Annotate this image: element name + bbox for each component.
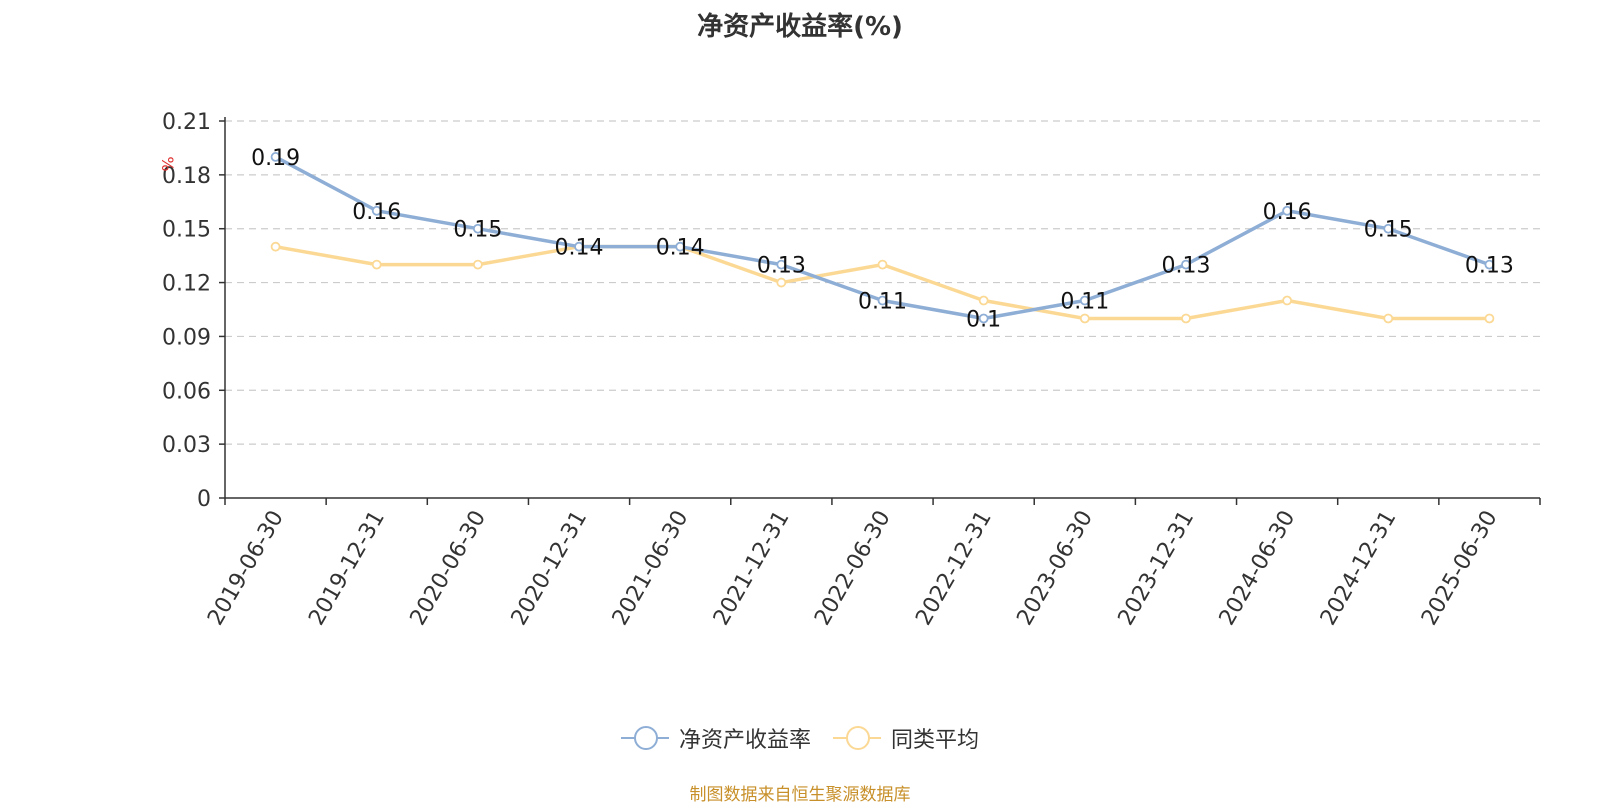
data-point-peer-average — [1282, 295, 1293, 306]
data-source-note: 制图数据来自恒生聚源数据库 — [689, 785, 911, 805]
data-point-peer-average — [877, 259, 888, 270]
legend-item-roe[interactable]: 净资产收益率 — [620, 722, 811, 754]
data-point-peer-average — [1181, 313, 1191, 324]
legend: 净资产收益率 同类平均 — [0, 722, 1600, 754]
legend-circle-peer-average — [846, 726, 870, 750]
data-point-peer-average — [1383, 313, 1394, 324]
y-tick-label: 0.09 — [162, 325, 211, 350]
x-tick-label: 2022-06-30 — [810, 507, 896, 630]
x-tick-label: 2022-12-31 — [911, 506, 997, 629]
legend-marker-roe — [620, 725, 669, 751]
data-point-roe — [574, 241, 584, 252]
data-point-peer-average — [472, 259, 483, 270]
x-tick-label: 2020-12-31 — [507, 507, 593, 630]
data-point-roe — [1484, 259, 1495, 270]
data-point-peer-average — [1079, 313, 1090, 324]
data-label-roe: 0.15 — [453, 218, 502, 243]
data-point-roe — [1383, 223, 1394, 234]
x-tick-label: 2023-06-30 — [1012, 507, 1098, 630]
data-point-peer-average — [270, 241, 281, 252]
data-label-roe: 0.1 — [966, 307, 1001, 332]
x-tick-label: 2020-06-30 — [406, 507, 492, 630]
data-label-roe: 0.15 — [1364, 218, 1413, 243]
x-tick-label: 2024-06-30 — [1215, 507, 1301, 630]
data-point-roe — [1282, 205, 1293, 216]
legend-label-roe: 净资产收益率 — [678, 728, 811, 753]
data-label-roe: 0.16 — [1263, 200, 1312, 225]
data-point-roe — [1181, 259, 1191, 270]
y-tick-label: 0.12 — [162, 272, 211, 297]
data-point-roe — [877, 295, 888, 306]
data-point-roe — [978, 313, 989, 324]
y-tick-label: 0.18 — [162, 164, 211, 189]
data-point-roe — [675, 241, 686, 252]
y-tick-label: 0.06 — [162, 379, 211, 404]
data-label-roe: 0.13 — [757, 254, 806, 279]
y-tick-label: 0.03 — [162, 433, 211, 458]
data-point-roe — [270, 152, 281, 162]
legend-marker-peer-average — [833, 725, 881, 751]
data-label-roe: 0.11 — [1060, 290, 1109, 315]
data-label-roe: 0.14 — [656, 236, 705, 261]
y-tick-label: 0.15 — [162, 218, 211, 243]
data-point-peer-average — [978, 295, 989, 306]
data-label-roe: 0.13 — [1161, 254, 1210, 279]
x-tick-label: 2023-12-31 — [1114, 507, 1200, 630]
data-point-roe — [1079, 295, 1090, 306]
data-label-roe: 0.11 — [858, 290, 907, 315]
data-label-roe: 0.16 — [352, 200, 401, 225]
y-tick-label: 0.21 — [162, 110, 211, 135]
data-point-peer-average — [776, 277, 787, 288]
x-tick-label: 2024-12-31 — [1316, 507, 1402, 630]
legend-item-peer-average[interactable]: 同类平均 — [833, 722, 979, 754]
data-label-roe: 0.19 — [251, 146, 300, 171]
x-tick-label: 2019-12-31 — [304, 507, 390, 630]
data-point-peer-average — [371, 259, 382, 270]
data-point-peer-average — [1484, 313, 1495, 324]
chart-title: 净资产收益率(%) — [697, 12, 903, 42]
legend-circle-roe — [633, 726, 658, 750]
data-point-roe — [776, 259, 787, 270]
y-tick-label: 0 — [197, 487, 211, 512]
data-point-roe — [371, 205, 382, 216]
x-tick-label: 2019-06-30 — [203, 507, 289, 630]
data-label-roe: 0.14 — [555, 236, 604, 261]
y-axis-unit-label: % — [158, 156, 177, 171]
x-tick-label: 2021-12-31 — [709, 507, 795, 630]
data-label-roe: 0.13 — [1465, 254, 1514, 279]
x-tick-label: 2021-06-30 — [608, 507, 694, 630]
legend-label-peer-average: 同类平均 — [891, 728, 980, 753]
x-tick-label: 2025-06-30 — [1417, 507, 1503, 630]
data-point-roe — [472, 223, 483, 234]
